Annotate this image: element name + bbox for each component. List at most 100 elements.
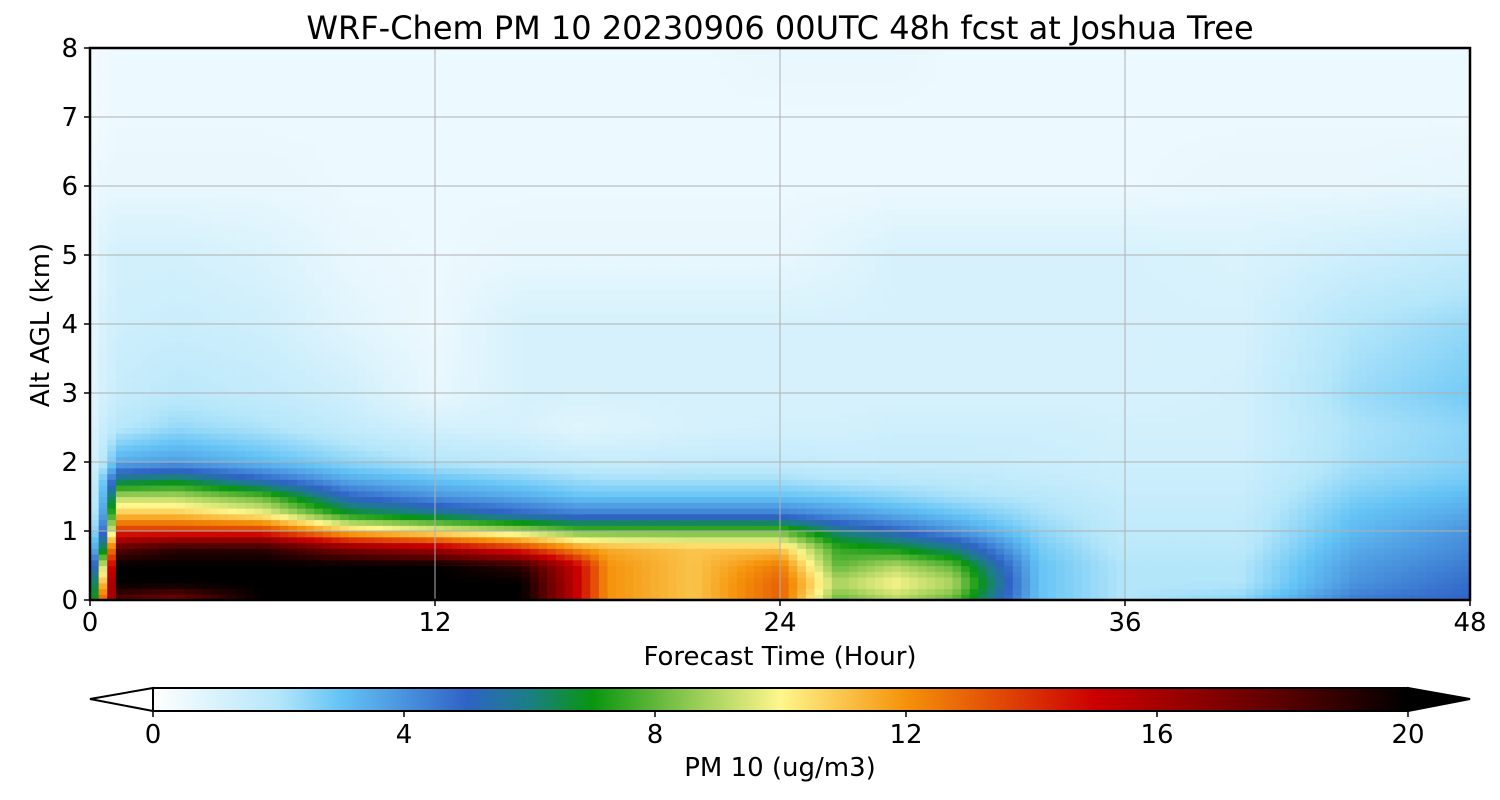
heatmap-cell [202, 565, 212, 572]
heatmap-cell [1323, 502, 1333, 509]
heatmap-cell [1444, 444, 1454, 452]
heatmap-cell [711, 559, 721, 567]
heatmap-cell [1228, 467, 1238, 475]
heatmap-cell [702, 536, 712, 544]
heatmap-cell [1340, 565, 1350, 572]
heatmap-cell [133, 421, 143, 429]
heatmap-cell [702, 433, 712, 440]
heatmap-cell [1314, 577, 1324, 584]
heatmap-cell [1021, 582, 1031, 590]
heatmap-cell [253, 416, 264, 423]
heatmap-cell [1073, 450, 1083, 457]
heatmap-cell [1306, 467, 1316, 475]
heatmap-cell [857, 444, 867, 452]
heatmap-cell [909, 421, 919, 429]
heatmap-cell [1254, 554, 1264, 561]
heatmap-cell [469, 508, 479, 515]
heatmap-cell [1392, 421, 1402, 429]
heatmap-cell [486, 513, 496, 521]
heatmap-cell [849, 588, 859, 595]
heatmap-cell [667, 462, 678, 469]
heatmap-cell [676, 433, 686, 440]
heatmap-cell [1185, 594, 1195, 600]
heatmap-cell [133, 542, 143, 549]
heatmap-cell [633, 490, 643, 498]
heatmap-cell [952, 588, 962, 595]
heatmap-cell [193, 531, 203, 538]
heatmap-cell [659, 542, 669, 549]
heatmap-cell [728, 582, 738, 590]
heatmap-cell [271, 559, 281, 567]
heatmap-cell [849, 433, 859, 440]
heatmap-cell [167, 542, 177, 549]
heatmap-cell [1228, 439, 1238, 446]
heatmap-cell [202, 577, 212, 584]
heatmap-cell [141, 531, 151, 538]
heatmap-cell [918, 473, 928, 480]
heatmap-cell [1418, 490, 1428, 498]
heatmap-cell [279, 554, 289, 561]
heatmap-cell [529, 496, 540, 503]
heatmap-cell [1340, 513, 1350, 521]
heatmap-cell [288, 508, 298, 515]
heatmap-cell [1176, 577, 1186, 584]
heatmap-cell [926, 531, 936, 538]
heatmap-cell [736, 548, 747, 555]
heatmap-cell [1444, 421, 1454, 429]
heatmap-cell [1107, 421, 1117, 429]
heatmap-cell [633, 485, 643, 492]
heatmap-cell [1366, 444, 1376, 452]
heatmap-cell [193, 467, 203, 475]
heatmap-cell [1392, 559, 1402, 567]
heatmap-cell [771, 548, 781, 555]
heatmap-cell [348, 554, 358, 561]
heatmap-cell [253, 427, 264, 434]
heatmap-cell [642, 456, 652, 463]
heatmap-cell [98, 525, 108, 532]
heatmap-cell [357, 513, 367, 521]
heatmap-cell [1142, 531, 1152, 538]
heatmap-cell [1012, 439, 1023, 446]
heatmap-cell [831, 490, 841, 498]
heatmap-cell [1159, 519, 1169, 526]
heatmap-cell [176, 416, 186, 423]
heatmap-cell [849, 542, 859, 549]
heatmap-cell [202, 519, 212, 526]
heatmap-cell [460, 554, 471, 561]
heatmap-cell [762, 548, 772, 555]
heatmap-cell [460, 577, 471, 584]
heatmap-cell [659, 444, 669, 452]
heatmap-cell [573, 479, 583, 486]
heatmap-cell [150, 473, 160, 480]
heatmap-cell [1021, 421, 1031, 429]
heatmap-cell [366, 502, 376, 509]
heatmap-cell [1245, 496, 1255, 503]
heatmap-cell [504, 444, 514, 452]
heatmap-cell [159, 548, 169, 555]
heatmap-cell [849, 508, 859, 515]
heatmap-cell [780, 571, 790, 578]
heatmap-cell [771, 479, 781, 486]
heatmap-cell [1176, 485, 1186, 492]
heatmap-cell [452, 571, 462, 578]
heatmap-cell [391, 485, 402, 492]
heatmap-cell [702, 421, 712, 429]
heatmap-cell [1021, 559, 1031, 567]
heatmap-cell [573, 421, 583, 429]
heatmap-cell [1332, 565, 1342, 572]
heatmap-cell [1254, 536, 1264, 544]
heatmap-cell [1444, 450, 1454, 457]
heatmap-cell [1254, 577, 1264, 584]
heatmap-cell [443, 467, 453, 475]
heatmap-cell [305, 536, 315, 544]
heatmap-cell [1064, 479, 1074, 486]
heatmap-cell [1426, 490, 1437, 498]
heatmap-cell [1314, 439, 1324, 446]
heatmap-cell [874, 433, 885, 440]
heatmap-cell [909, 502, 919, 509]
heatmap-cell [900, 485, 910, 492]
heatmap-cell [193, 588, 203, 595]
heatmap-cell [1090, 577, 1100, 584]
heatmap-cell [366, 531, 376, 538]
heatmap-cell [642, 421, 652, 429]
